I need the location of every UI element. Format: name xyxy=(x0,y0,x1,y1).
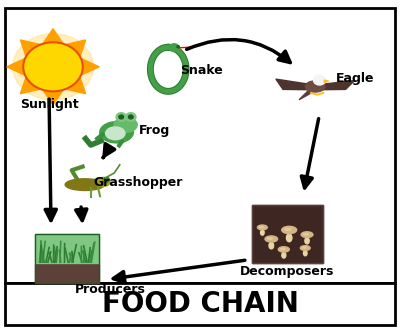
Ellipse shape xyxy=(97,178,110,186)
Ellipse shape xyxy=(100,122,133,143)
Circle shape xyxy=(128,115,133,119)
Circle shape xyxy=(116,113,126,121)
Polygon shape xyxy=(43,90,63,105)
Ellipse shape xyxy=(304,250,307,256)
Text: Snake: Snake xyxy=(181,64,223,77)
Ellipse shape xyxy=(280,248,285,250)
Bar xyxy=(35,234,99,283)
Ellipse shape xyxy=(300,246,310,250)
Circle shape xyxy=(104,178,109,182)
Circle shape xyxy=(170,44,179,51)
Ellipse shape xyxy=(65,179,104,190)
Polygon shape xyxy=(317,81,354,90)
Ellipse shape xyxy=(269,242,274,249)
Bar xyxy=(5,8,395,283)
Polygon shape xyxy=(66,78,86,94)
Ellipse shape xyxy=(286,234,292,242)
Ellipse shape xyxy=(285,228,291,231)
Bar xyxy=(35,234,99,263)
Ellipse shape xyxy=(282,226,297,234)
Text: Producers: Producers xyxy=(75,283,146,296)
Polygon shape xyxy=(43,29,63,43)
Ellipse shape xyxy=(302,247,306,248)
Bar xyxy=(252,205,323,263)
Circle shape xyxy=(314,75,326,85)
Bar xyxy=(5,283,395,325)
Polygon shape xyxy=(276,79,313,90)
Polygon shape xyxy=(7,59,24,75)
Ellipse shape xyxy=(268,238,273,240)
Polygon shape xyxy=(20,40,40,56)
Circle shape xyxy=(126,113,136,121)
Text: Decomposers: Decomposers xyxy=(240,265,334,278)
Ellipse shape xyxy=(282,252,286,258)
Circle shape xyxy=(23,42,83,91)
Polygon shape xyxy=(82,59,99,75)
Text: Eagle: Eagle xyxy=(336,72,374,85)
Text: Frog: Frog xyxy=(139,124,170,137)
Polygon shape xyxy=(299,91,314,100)
Ellipse shape xyxy=(114,117,137,132)
Circle shape xyxy=(119,115,124,119)
Ellipse shape xyxy=(305,238,309,244)
Text: Sunlight: Sunlight xyxy=(20,98,78,111)
Circle shape xyxy=(177,46,179,48)
Ellipse shape xyxy=(265,236,278,242)
Polygon shape xyxy=(76,178,100,186)
Ellipse shape xyxy=(278,247,289,252)
Polygon shape xyxy=(20,78,40,94)
Ellipse shape xyxy=(106,127,125,140)
Circle shape xyxy=(13,34,93,100)
Text: FOOD CHAIN: FOOD CHAIN xyxy=(102,290,298,318)
Ellipse shape xyxy=(258,225,267,230)
Ellipse shape xyxy=(305,81,325,92)
Polygon shape xyxy=(324,80,329,82)
Bar xyxy=(252,205,323,263)
Ellipse shape xyxy=(301,232,313,238)
Ellipse shape xyxy=(304,233,308,235)
Polygon shape xyxy=(66,40,86,56)
Ellipse shape xyxy=(260,230,264,235)
Bar xyxy=(35,264,99,283)
Text: Grasshopper: Grasshopper xyxy=(94,177,183,189)
Ellipse shape xyxy=(260,226,264,228)
